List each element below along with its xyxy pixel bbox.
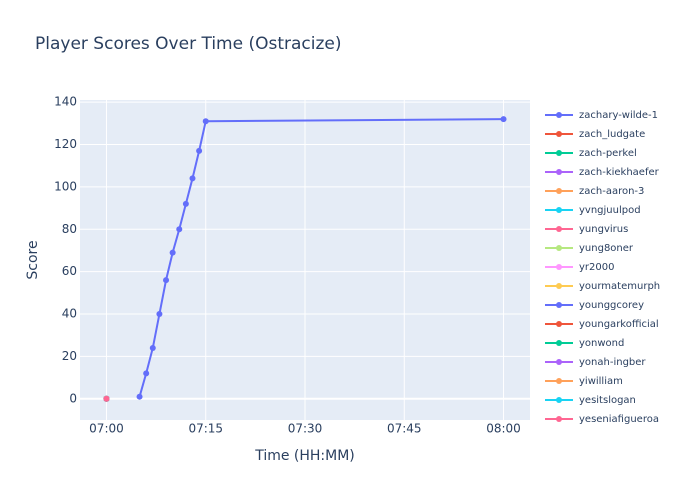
- legend-label: yiwilliam: [579, 376, 623, 387]
- data-point: [163, 277, 170, 284]
- data-point: [176, 226, 183, 233]
- data-point: [169, 249, 176, 256]
- legend-marker: [556, 169, 562, 175]
- y-axis-title: Score: [25, 240, 41, 279]
- legend-label: yeseniafigueroa: [579, 414, 659, 425]
- legend-label: zach-perkel: [579, 148, 637, 159]
- legend-marker: [556, 226, 562, 232]
- x-tick-label: 07:30: [288, 422, 323, 436]
- data-point: [196, 147, 203, 154]
- legend-label: yonah-ingber: [579, 357, 646, 368]
- y-tick-label: 100: [54, 179, 77, 193]
- data-point: [149, 344, 156, 351]
- legend-label: zach-aaron-3: [579, 186, 644, 197]
- legend-label: yung8oner: [579, 243, 634, 254]
- legend-label: younggcorey: [579, 300, 644, 311]
- y-tick-label: 60: [62, 264, 77, 278]
- legend-marker: [556, 283, 562, 289]
- y-tick-label: 20: [62, 349, 77, 363]
- legend-label: yr2000: [579, 262, 614, 273]
- data-point: [103, 395, 110, 402]
- legend-label: zach_ludgate: [579, 129, 645, 140]
- legend-marker: [556, 245, 562, 251]
- data-point: [189, 175, 196, 182]
- legend-marker: [556, 150, 562, 156]
- legend-marker: [556, 397, 562, 403]
- legend-label: yourmatemurph: [579, 281, 660, 292]
- x-tick-label: 07:00: [89, 422, 124, 436]
- legend-marker: [556, 188, 562, 194]
- legend-label: zachary-wilde-1: [579, 110, 658, 121]
- x-tick-label: 08:00: [486, 422, 521, 436]
- legend-marker: [556, 112, 562, 118]
- legend-label: yungvirus: [579, 224, 628, 235]
- y-tick-label: 40: [62, 307, 77, 321]
- legend-marker: [556, 302, 562, 308]
- legend-label: yesitslogan: [579, 395, 636, 406]
- data-point: [500, 116, 507, 123]
- legend-marker: [556, 359, 562, 365]
- legend-marker: [556, 321, 562, 327]
- y-tick-label: 80: [62, 222, 77, 236]
- data-point: [136, 393, 143, 400]
- x-tick-label: 07:45: [387, 422, 422, 436]
- legend-marker: [556, 264, 562, 270]
- y-tick-label: 120: [54, 137, 77, 151]
- x-axis-title: Time (HH:MM): [254, 448, 355, 464]
- legend-marker: [556, 416, 562, 422]
- legend-label: yonwond: [579, 338, 624, 349]
- legend-label: yvngjuulpod: [579, 205, 641, 216]
- y-tick-label: 140: [54, 95, 77, 109]
- data-point: [202, 118, 209, 125]
- legend-label: zach-kiekhaefer: [579, 167, 660, 178]
- series-line: [138, 118, 504, 397]
- legend-marker: [556, 340, 562, 346]
- data-point: [182, 200, 189, 207]
- legend-marker: [556, 378, 562, 384]
- y-tick-label: 0: [69, 391, 77, 405]
- chart-title: Player Scores Over Time (Ostracize): [35, 34, 342, 54]
- x-tick-label: 07:15: [188, 422, 223, 436]
- legend-marker: [556, 207, 562, 213]
- data-point: [143, 370, 150, 377]
- legend-marker: [556, 131, 562, 137]
- data-point: [156, 311, 163, 318]
- legend-label: youngarkofficial: [579, 319, 659, 330]
